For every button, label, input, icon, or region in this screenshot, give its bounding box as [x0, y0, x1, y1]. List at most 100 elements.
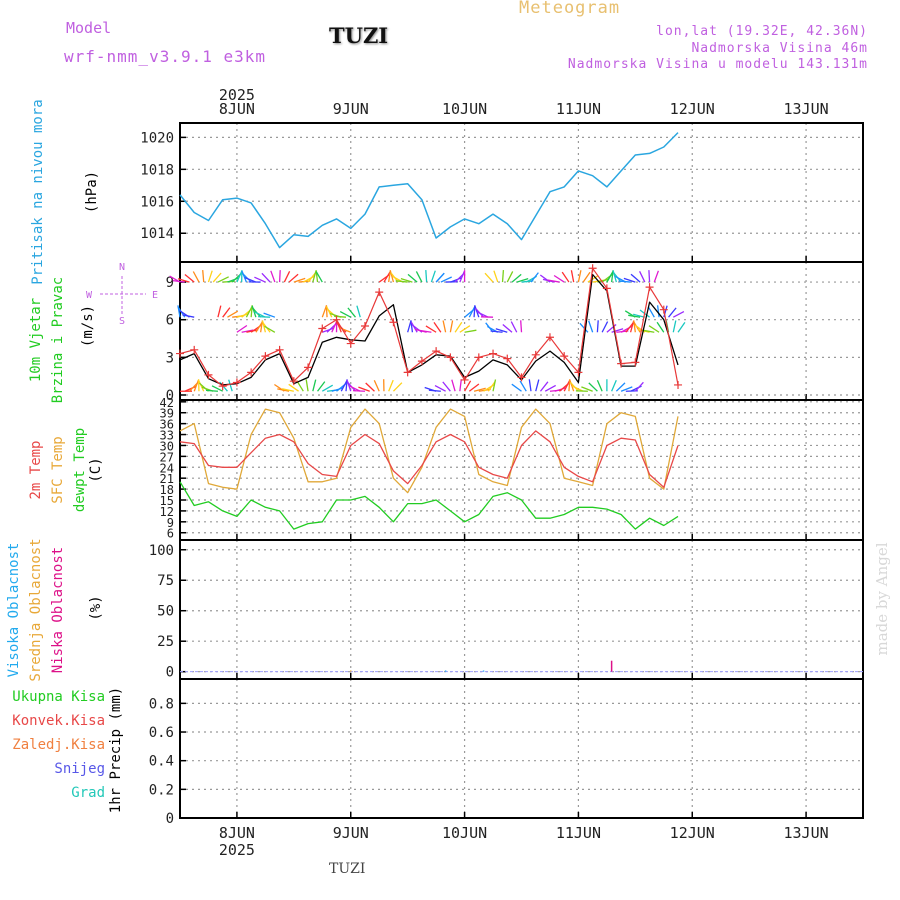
wind-arrow-r3-s0-h7 [212, 272, 222, 283]
ytick-label-precip-4: 0.8 [149, 696, 174, 712]
wind-arrow-r0-s1-h34 [340, 380, 348, 392]
wind-gust-marker-16 [403, 368, 412, 377]
elevation-label: Nadmorska Visina 46m [691, 41, 868, 56]
ytick-label-cloud-3: 75 [157, 573, 174, 589]
wind-arrow-r3-s0-h6 [207, 270, 213, 283]
wind-arrow-r3-s0-h23 [288, 273, 299, 283]
ytick-label-temp-6: 24 [160, 461, 174, 475]
wind-gust-marker-27 [560, 352, 569, 361]
compass-w: W [86, 290, 93, 301]
wind-gust-marker-33 [645, 283, 654, 292]
wind-arrow-r0-s2-h57 [442, 381, 451, 392]
ytick-label-precip-2: 0.4 [149, 754, 174, 770]
wind-arrow-r0-s1-h41 [365, 382, 375, 392]
wind-arrow-r0-s3-h75 [535, 379, 540, 392]
wind-arrow-r1-s0-h17 [259, 320, 264, 333]
wind-arrow-r3-s5-h97 [630, 273, 641, 283]
wind-arrow-r3-s2-h54 [435, 272, 445, 283]
wind-arrow-r3-s0-h12 [236, 270, 243, 283]
bottom-day-label-1: 9JUN [333, 824, 369, 842]
wind-arrow-r0-s1-h40 [358, 386, 370, 392]
wind-arrow-r3-s0-h1 [172, 279, 185, 283]
ytick-label-cloud-1: 25 [157, 634, 174, 650]
ytick-label-pressure-1: 1016 [140, 194, 174, 210]
pressure-line [179, 132, 679, 249]
ytick-label-temp-9: 33 [160, 429, 174, 443]
ytick-label-temp-12: 42 [160, 396, 174, 410]
compass-s: S [119, 316, 125, 327]
panel-frame-cloud [179, 539, 864, 680]
wind-arrow-r1-s2-h56 [442, 320, 447, 333]
wind-arrow-r3-s0-h10 [227, 277, 239, 283]
wind-arrow-r0-s2-h55 [428, 389, 441, 392]
wind-gust-marker-1 [190, 345, 199, 354]
wind-arrow-r0-s1-h30 [321, 384, 334, 392]
ytick-label-pressure-2: 1018 [140, 162, 174, 178]
wind-arrow-r1-s4-h102 [656, 321, 665, 333]
ytick-label-wind-3: 9 [166, 275, 174, 291]
wind-arrow-r0-s3-h72 [511, 383, 522, 392]
precip-legend-4: Grad [71, 785, 105, 801]
wind-arrow-r1-s4-h101 [648, 325, 660, 333]
ytick-label-temp-4: 18 [160, 483, 174, 497]
wind-arrow-r0-s3-h76 [539, 381, 549, 392]
wind-arrow-r2-s4-h98 [633, 313, 645, 318]
wind-arrow-r2-s1-h8 [217, 305, 222, 318]
bottom-day-label-3: 11JUN [556, 824, 601, 842]
chart-type-title: Meteogram [519, 0, 621, 18]
wind-arrow-r1-s4-h89 [601, 321, 609, 333]
cloud-label-high: Visoka Oblacnost [6, 543, 22, 678]
wind-arrow-r3-s4-h83 [570, 270, 575, 283]
wind-arrow-r0-s3-h96 [634, 381, 644, 392]
wind-gust-marker-5 [247, 368, 256, 377]
wind-arrow-r3-s3-h66 [484, 272, 494, 283]
cloud-unit: (%) [88, 595, 104, 620]
ytick-label-wind-2: 6 [166, 313, 174, 329]
wind-gust-marker-0 [176, 349, 184, 358]
ytick-label-temp-2: 12 [160, 505, 174, 519]
ytick-label-temp-1: 9 [167, 516, 174, 530]
wind-arrow-r1-s0-h20 [264, 325, 276, 333]
wind-arrow-r3-s0-h30 [315, 271, 323, 283]
wind-gust-marker-2 [204, 370, 213, 379]
bottom-day-label-2: 10JUN [442, 824, 487, 842]
wind-arrow-r3-s5-h100 [653, 270, 660, 283]
wind-arrow-r1-s0-h16 [255, 321, 263, 333]
wind-arrow-r2-s2-h32 [325, 306, 333, 318]
wind-arrow-r1-s3-h72 [520, 320, 523, 333]
watermark: made by Angel [873, 542, 891, 656]
cloud-label-low: Niska Oblacnost [50, 547, 66, 673]
wind-arrow-r0-s2-h60 [464, 380, 472, 392]
wind-gust-marker-26 [545, 333, 554, 342]
temp-2m-line [179, 430, 679, 488]
ytick-label-precip-0: 0 [166, 811, 174, 827]
wind-label-2: Brzina i Pravac [50, 277, 66, 403]
model-label: Model [66, 19, 112, 37]
wind-gust-marker-8 [289, 377, 298, 386]
wind-arrow-r2-s3-h63 [474, 305, 480, 318]
wind-gust-marker-11 [332, 315, 341, 324]
wind-arrow-r1-s3-h69 [495, 328, 508, 333]
wind-arrow-r0-s1-h39 [352, 389, 366, 392]
wind-arrow-r3-s1-h45 [389, 270, 395, 283]
pressure-label: Pritisak na nivou mora [30, 99, 46, 284]
wind-arrow-r0-s3-h91 [611, 379, 617, 392]
wind-arrow-r0-s2-h62 [473, 387, 486, 392]
wind-arrow-r0-s3-h74 [528, 379, 532, 392]
wind-arrow-r1-s3-h71 [510, 321, 518, 333]
model-elevation-label: Nadmorska Visina u modelu 143.131m [567, 57, 868, 72]
wind-arrow-r0-s1-h28 [312, 379, 317, 392]
wind-arrow-r1-s2-h55 [433, 322, 442, 333]
wind-gust-marker-22 [489, 349, 498, 358]
wind-arrow-r2-s1-h16 [251, 305, 257, 318]
wind-arrow-r0-s3-h81 [563, 380, 571, 392]
wind-arrow-r1-s2-h48 [407, 320, 412, 333]
wind-arrow-r3-s5-h95 [618, 280, 631, 283]
wind-arrow-r3-s4-h81 [553, 274, 565, 283]
precip-legend-2: Zaledj.Kisa [12, 737, 105, 753]
top-day-label-3: 11JUN [556, 100, 601, 118]
wind-arrow-r1-s2-h58 [454, 321, 463, 333]
wind-arrow-r3-s1-h50 [407, 273, 418, 283]
top-day-label-1: 9JUN [333, 100, 369, 118]
